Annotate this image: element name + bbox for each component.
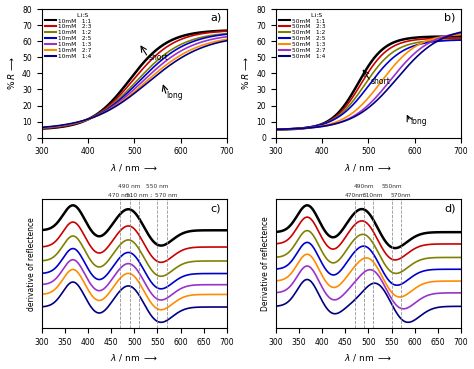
Text: 490nm: 490nm	[354, 184, 374, 189]
Y-axis label: $\%\,R\,\longrightarrow$: $\%\,R\,\longrightarrow$	[6, 56, 17, 90]
X-axis label: $\lambda$ / nm $\longrightarrow$: $\lambda$ / nm $\longrightarrow$	[345, 162, 392, 173]
Text: long: long	[410, 117, 427, 126]
Text: short: short	[371, 77, 391, 86]
Text: 510 nm ;: 510 nm ;	[126, 193, 152, 198]
Text: long: long	[167, 92, 183, 100]
Text: 570 nm: 570 nm	[155, 193, 178, 198]
Text: 510nm: 510nm	[363, 193, 383, 198]
Text: b): b)	[444, 13, 456, 23]
Text: 550nm: 550nm	[381, 184, 402, 189]
Text: a): a)	[210, 13, 221, 23]
X-axis label: $\lambda$ / nm $\longrightarrow$: $\lambda$ / nm $\longrightarrow$	[110, 162, 158, 173]
X-axis label: $\lambda$ / nm $\longrightarrow$: $\lambda$ / nm $\longrightarrow$	[345, 352, 392, 363]
X-axis label: $\lambda$ / nm $\longrightarrow$: $\lambda$ / nm $\longrightarrow$	[110, 352, 158, 363]
Y-axis label: Derivative of reflectence: Derivative of reflectence	[261, 217, 270, 311]
Text: 550 nm: 550 nm	[146, 184, 169, 189]
Text: 470nm: 470nm	[344, 193, 365, 198]
Y-axis label: derivative of reflectence: derivative of reflectence	[27, 217, 36, 311]
Legend: 50mM   1:1, 50mM   2:3, 50mM   1:2, 50mM   2:5, 50mM   1:3, 50mM   2:7, 50mM   1: 50mM 1:1, 50mM 2:3, 50mM 1:2, 50mM 2:5, …	[279, 12, 326, 60]
Text: 470 nm;: 470 nm;	[108, 193, 133, 198]
Y-axis label: $\%\,R\,\longrightarrow$: $\%\,R\,\longrightarrow$	[240, 56, 251, 90]
Text: 570nm: 570nm	[391, 193, 411, 198]
Legend: 10mM   1:1, 10mM   2:3, 10mM   1:2, 10mM   2:5, 10mM   1:3, 10mM   2:7, 10mM   1: 10mM 1:1, 10mM 2:3, 10mM 1:2, 10mM 2:5, …	[45, 12, 92, 60]
Text: c): c)	[211, 203, 221, 213]
Text: 490 nm: 490 nm	[118, 184, 141, 189]
Text: short: short	[148, 53, 168, 62]
Text: d): d)	[444, 203, 456, 213]
